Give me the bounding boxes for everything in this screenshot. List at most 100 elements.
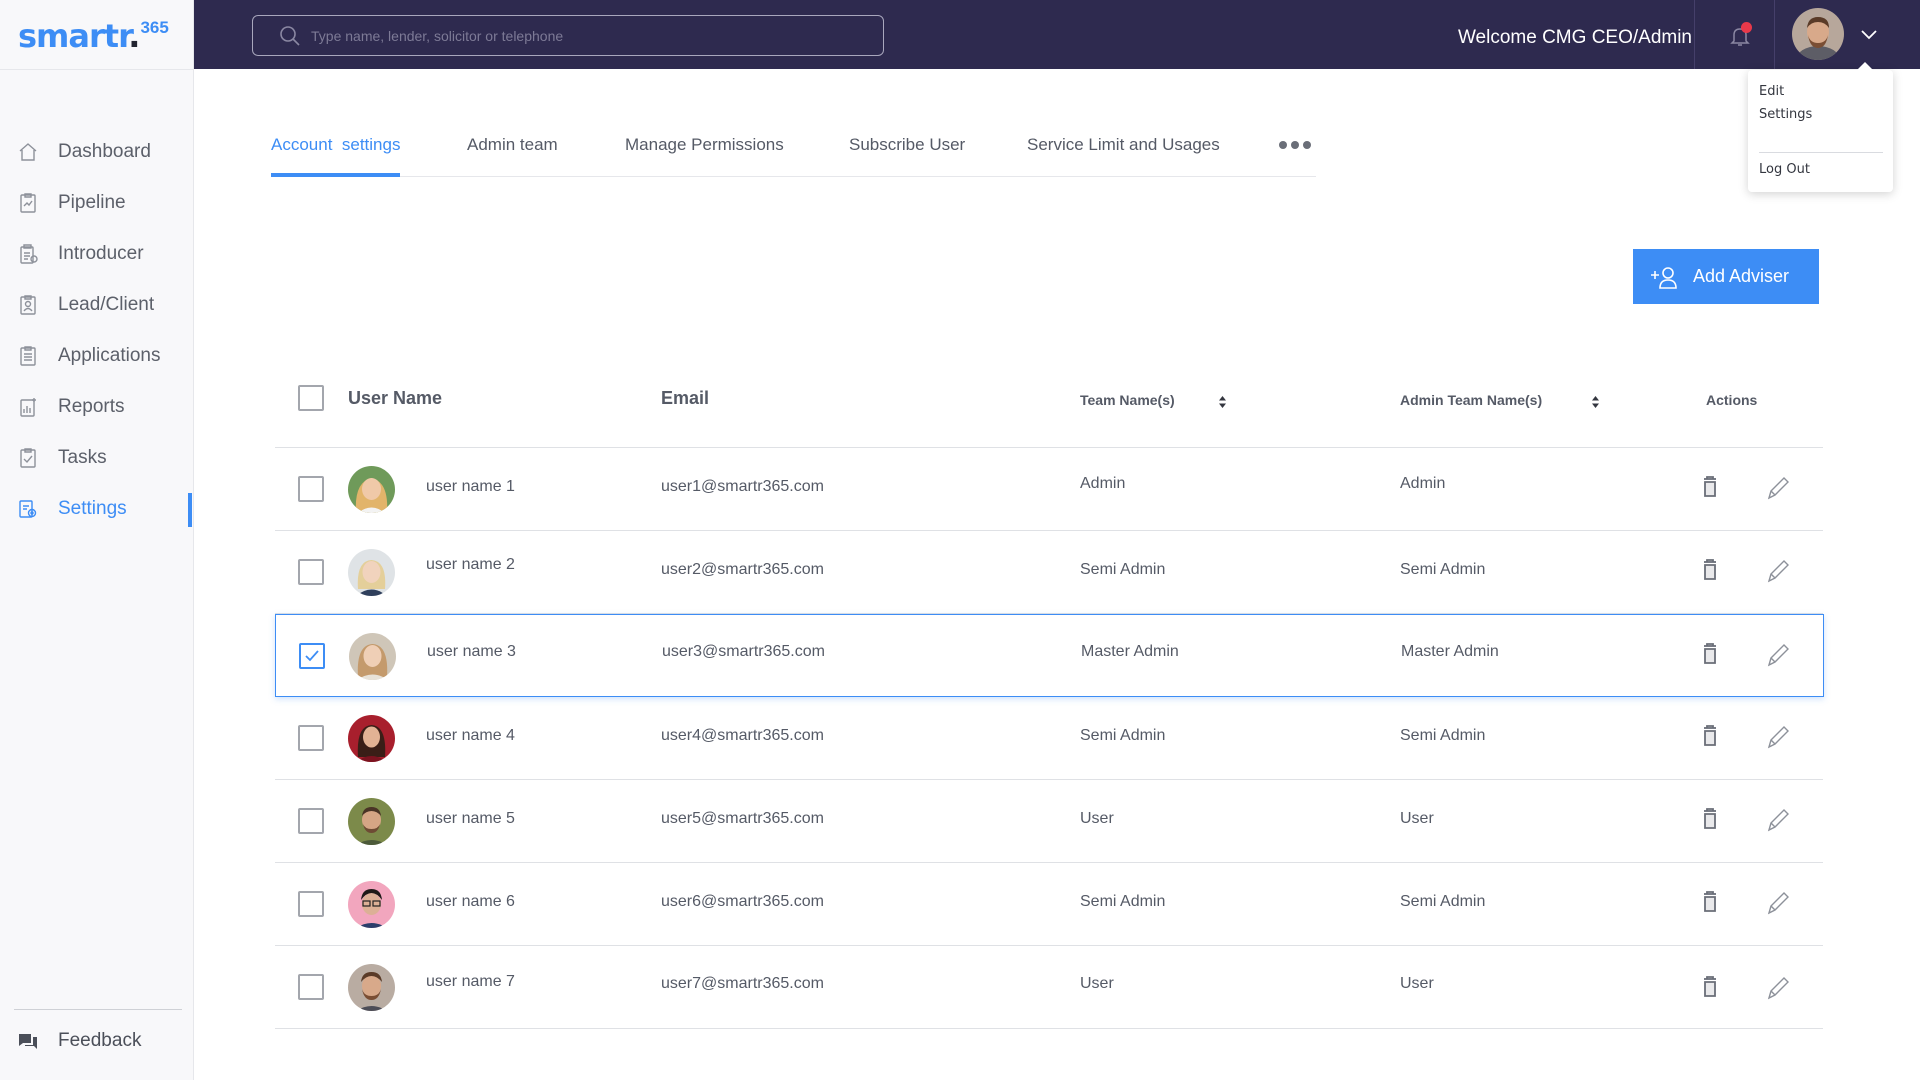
sidebar-item-settings[interactable]: Settings [0, 483, 194, 534]
row-checkbox[interactable] [298, 476, 324, 502]
sidebar-item-label: Reports [58, 395, 125, 417]
notification-button[interactable] [1728, 22, 1752, 48]
sidebar-item-dashboard[interactable]: Dashboard [0, 126, 194, 177]
divider [1774, 0, 1775, 69]
team-name: Admin [1080, 475, 1126, 492]
edit-pencil-icon[interactable] [1765, 723, 1791, 751]
menu-item-settings[interactable]: Settings [1759, 107, 1813, 122]
user-name: user name 1 [426, 478, 515, 495]
edit-pencil-icon[interactable] [1765, 641, 1791, 669]
select-all-checkbox[interactable] [298, 385, 324, 411]
column-header-actions: Actions [1706, 392, 1758, 408]
table-row[interactable]: user name 6 user6@smartr365.com Semi Adm… [275, 863, 1823, 946]
divider [1694, 0, 1695, 69]
tab-subscribe-user[interactable]: Subscribe User [849, 135, 966, 154]
add-user-icon [1651, 266, 1677, 289]
sidebar-item-lead-client[interactable]: Lead/Client [0, 279, 194, 330]
home-icon [18, 141, 38, 163]
feedback-button[interactable]: Feedback [18, 1026, 141, 1056]
logo-superscript: 365 [140, 18, 169, 37]
avatar [348, 549, 395, 596]
row-checkbox[interactable] [298, 559, 324, 585]
row-checkbox[interactable] [298, 808, 324, 834]
edit-pencil-icon[interactable] [1765, 889, 1791, 917]
menu-item-logout[interactable]: Log Out [1759, 162, 1810, 177]
row-checkbox[interactable] [298, 974, 324, 1000]
app-logo[interactable]: smartr. 365 [18, 18, 169, 54]
reports-icon [18, 396, 38, 418]
tab-service-limit[interactable]: Service Limit and Usages [1027, 135, 1220, 154]
delete-icon[interactable] [1697, 557, 1723, 585]
profile-avatar[interactable] [1792, 8, 1844, 60]
search-icon [280, 25, 300, 46]
user-name: user name 3 [427, 643, 516, 660]
team-name: Semi Admin [1080, 561, 1166, 578]
team-name: Semi Admin [1080, 893, 1166, 910]
edit-pencil-icon[interactable] [1765, 974, 1791, 1002]
delete-icon[interactable] [1697, 723, 1723, 751]
sidebar-item-applications[interactable]: Applications [0, 330, 194, 381]
row-checkbox[interactable] [299, 643, 325, 669]
edit-pencil-icon[interactable] [1765, 806, 1791, 834]
admin-team-name: Master Admin [1401, 643, 1499, 660]
row-checkbox[interactable] [298, 891, 324, 917]
avatar [348, 881, 395, 928]
sort-icon[interactable] [1218, 395, 1227, 409]
avatar [348, 466, 395, 513]
delete-icon[interactable] [1697, 889, 1723, 917]
delete-icon[interactable] [1697, 641, 1723, 669]
sidebar-item-label: Applications [58, 344, 161, 366]
edit-pencil-icon[interactable] [1765, 474, 1791, 502]
sidebar-item-label: Lead/Client [58, 293, 155, 315]
sidebar-item-tasks[interactable]: Tasks [0, 432, 194, 483]
chevron-down-icon[interactable] [1860, 28, 1878, 40]
sidebar-item-reports[interactable]: Reports [0, 381, 194, 432]
sort-icon[interactable] [1591, 395, 1600, 409]
sidebar-item-introducer[interactable]: Introducer [0, 228, 194, 279]
user-email: user1@smartr365.com [661, 478, 824, 495]
profile-dropdown-menu: Edit Settings Log Out [1748, 62, 1893, 192]
delete-icon[interactable] [1697, 806, 1723, 834]
sidebar-item-label: Settings [58, 497, 127, 519]
sidebar-item-label: Dashboard [58, 140, 151, 162]
user-email: user2@smartr365.com [661, 561, 824, 578]
delete-icon[interactable] [1697, 474, 1723, 502]
add-adviser-label: Add Adviser [1693, 266, 1790, 286]
admin-team-name: Semi Admin [1400, 561, 1486, 578]
settings-tabs: Account settings Admin team Manage Permi… [271, 131, 1316, 177]
search-input[interactable] [311, 27, 871, 44]
admin-team-name: Semi Admin [1400, 893, 1486, 910]
table-row[interactable]: user name 1 user1@smartr365.com Admin Ad… [275, 448, 1823, 531]
column-header-team[interactable]: Team Name(s) [1080, 392, 1175, 408]
column-header-email: Email [661, 388, 710, 408]
sidebar-item-pipeline[interactable]: Pipeline [0, 177, 194, 228]
sidebar-item-label: Tasks [58, 446, 107, 468]
row-checkbox[interactable] [298, 725, 324, 751]
column-header-admin-team[interactable]: Admin Team Name(s) [1400, 392, 1543, 408]
admin-team-name: User [1400, 975, 1434, 992]
pipeline-icon [18, 192, 38, 214]
user-name: user name 6 [426, 893, 515, 910]
more-tabs-button[interactable] [1279, 141, 1311, 149]
delete-icon[interactable] [1697, 974, 1723, 1002]
tasks-icon [18, 447, 38, 469]
team-name: User [1080, 975, 1114, 992]
table-row[interactable]: user name 5 user5@smartr365.com User Use… [275, 780, 1823, 863]
table-row[interactable]: user name 4 user4@smartr365.com Semi Adm… [275, 697, 1823, 780]
team-name: Semi Admin [1080, 727, 1166, 744]
sidebar-item-label: Pipeline [58, 191, 126, 213]
add-adviser-button[interactable]: Add Adviser [1633, 249, 1819, 304]
admin-team-name: Admin [1400, 475, 1446, 492]
search-box[interactable] [252, 15, 884, 56]
table-row[interactable]: user name 2 user2@smartr365.com Semi Adm… [275, 531, 1823, 614]
column-header-user-name: User Name [348, 388, 443, 408]
table-row-selected[interactable]: user name 3 user3@smartr365.com Master A… [275, 614, 1824, 697]
applications-icon [18, 345, 38, 367]
tab-admin-team[interactable]: Admin team [467, 135, 558, 154]
divider [14, 1009, 182, 1010]
edit-pencil-icon[interactable] [1765, 557, 1791, 585]
tab-manage-permissions[interactable]: Manage Permissions [625, 135, 784, 154]
table-row[interactable]: user name 7 user7@smartr365.com User Use… [275, 946, 1823, 1029]
menu-item-edit[interactable]: Edit [1759, 84, 1785, 99]
tab-account-settings[interactable]: Account settings [271, 131, 401, 177]
